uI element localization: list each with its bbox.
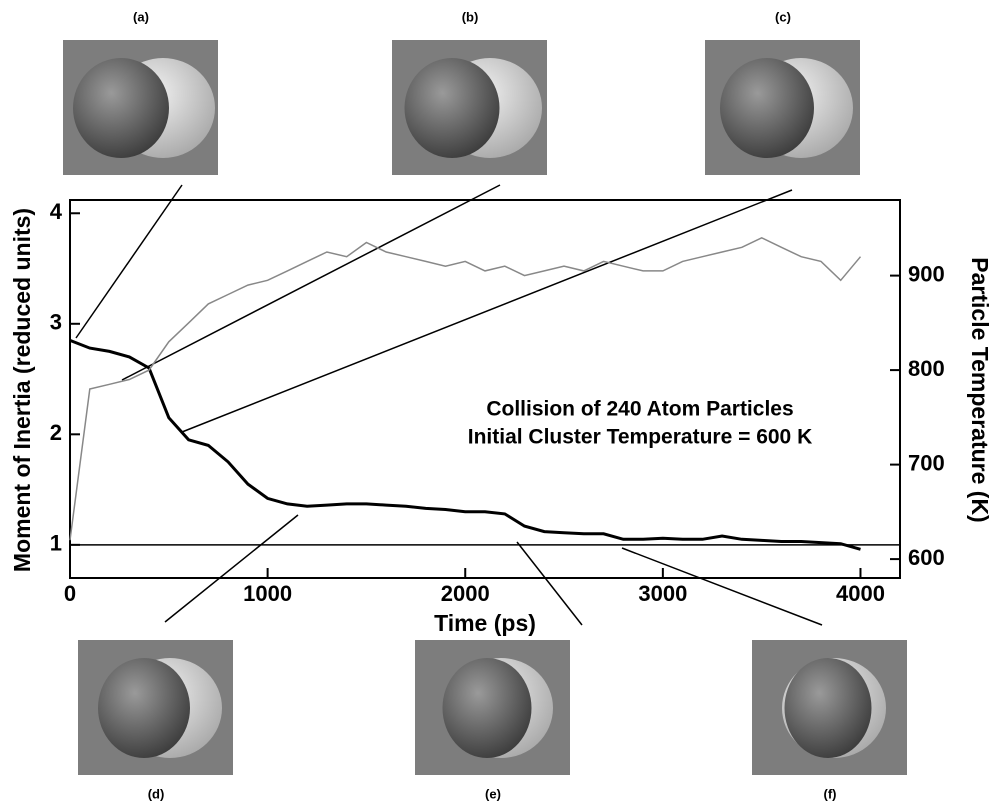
x-tick-label: 1000 — [243, 581, 292, 606]
annotation: Collision of 240 Atom Particles — [486, 398, 793, 421]
x-tick-label: 0 — [64, 581, 76, 606]
y-tick-label: 4 — [50, 199, 63, 224]
panel-label: (f) — [824, 786, 837, 801]
x-tick-label: 2000 — [441, 581, 490, 606]
panel-label: (a) — [133, 9, 149, 24]
cluster-dark — [404, 58, 500, 158]
plot-frame — [69, 199, 901, 579]
y-axis-label: Moment of Inertia (reduced units) — [9, 208, 35, 572]
arrows — [75, 184, 823, 626]
y2-tick-label: 900 — [908, 261, 945, 286]
x-tick-label: 4000 — [836, 581, 885, 606]
panel-label: (b) — [462, 9, 479, 24]
y2-axis-label: Particle Temperature (K) — [967, 257, 993, 522]
y2-tick-label: 600 — [908, 545, 945, 570]
cluster-dark — [98, 658, 190, 758]
cluster-dark — [784, 658, 872, 758]
snapshots: (a) (b) (c) (d) (e) (f) — [63, 9, 907, 801]
y2-tick-label: 700 — [908, 450, 945, 475]
series-line — [69, 236, 862, 541]
annotation: Initial Cluster Temperature = 600 K — [468, 426, 812, 449]
y-tick-label: 1 — [50, 531, 62, 556]
panel-label: (c) — [775, 9, 791, 24]
y-tick-label: 2 — [50, 420, 62, 445]
x-tick-label: 3000 — [638, 581, 687, 606]
cluster-dark — [73, 58, 169, 158]
y2-tick-label: 800 — [908, 356, 945, 381]
y-tick-label: 3 — [50, 310, 62, 335]
panel-label: (e) — [485, 786, 501, 801]
panel-label: (d) — [148, 786, 165, 801]
cluster-dark — [442, 658, 532, 758]
cluster-dark — [720, 58, 814, 158]
x-axis-label: Time (ps) — [434, 610, 536, 636]
series-line — [69, 339, 861, 551]
